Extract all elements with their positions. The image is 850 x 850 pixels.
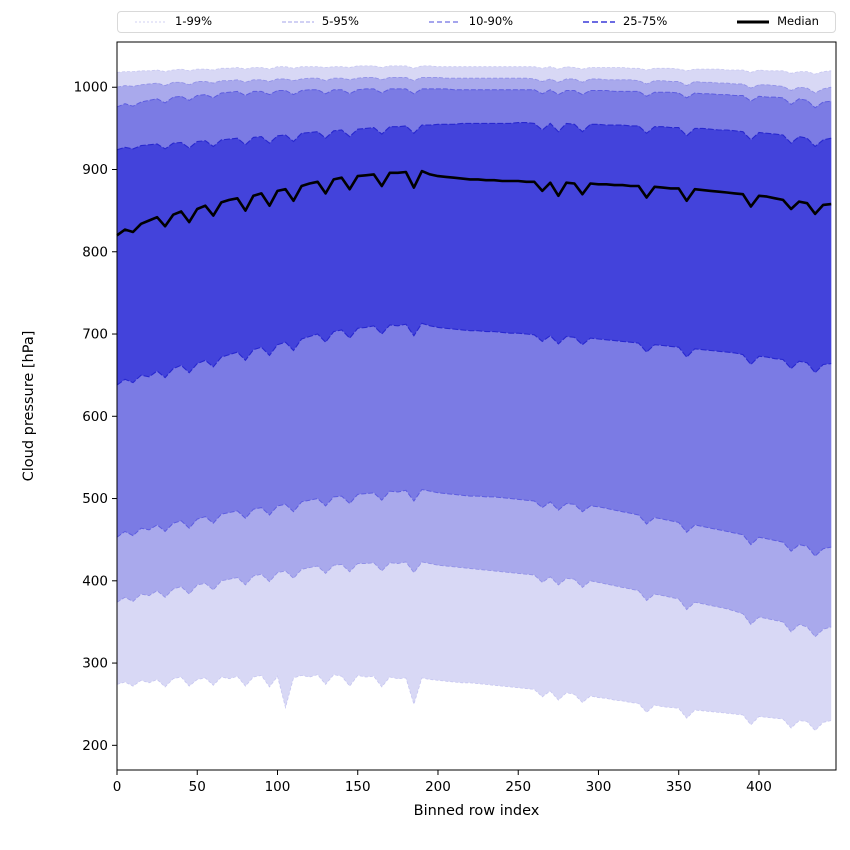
legend-label-5-95: 5-95% [321,14,359,29]
y-tick-label: 900 [82,162,108,178]
legend-label-25-75: 25-75% [622,14,668,29]
x-tick-label: 0 [113,779,122,795]
percentile-line-p90 [116,88,832,109]
x-tick-label: 150 [345,779,371,795]
y-tick-label: 400 [82,573,108,589]
legend-label-median: Median [777,14,819,29]
x-tick-label: 350 [666,779,692,795]
x-tick-label: 400 [746,779,772,795]
y-tick-label: 1000 [74,80,108,96]
legend-line-sample-5-95-icon [281,21,314,23]
y-tick-label: 700 [82,327,108,343]
percentile-line-p95 [116,76,832,94]
legend-item-10-90: 10-90% [428,16,513,28]
y-tick-label: 200 [82,738,108,754]
x-tick-label: 200 [425,779,451,795]
legend-item-5-95: 5-95% [281,16,359,28]
legend-item-25-75: 25-75% [582,16,667,28]
plot-border [116,41,837,771]
legend-line-sample-25-75-icon [582,21,615,23]
y-tick-label: 600 [82,409,108,425]
legend-line-sample-10-90-icon [428,21,461,23]
legend-label-1-99: 1-99% [175,14,213,29]
percentile-line-p75 [116,122,832,151]
percentile-line-p05 [116,561,832,638]
percentile-line-p01 [116,674,832,732]
x-axis-label: Binned row index [414,803,540,819]
legend-item-median: Median [736,16,819,28]
legend: 1-99% 5-95% 10-90% 25-75% Median [117,11,836,33]
legend-line-sample-median-icon [737,20,770,24]
x-tick-label: 250 [505,779,531,795]
percentile-line-p99 [116,65,832,75]
x-tick-label: 50 [189,779,206,795]
y-tick-label: 500 [82,491,108,507]
legend-line-sample-1-99-icon [135,21,167,23]
percentile-line-p25 [116,322,832,386]
y-axis-label: Cloud pressure [hPa] [21,331,37,482]
x-tick-label: 300 [586,779,612,795]
y-tick-label: 300 [82,656,108,672]
median-line [116,169,832,237]
legend-item-1-99: 1-99% [134,16,212,28]
x-tick-label: 100 [265,779,291,795]
legend-label-10-90: 10-90% [468,14,514,29]
percentile-line-p10 [116,488,832,557]
y-tick-label: 800 [82,244,108,260]
